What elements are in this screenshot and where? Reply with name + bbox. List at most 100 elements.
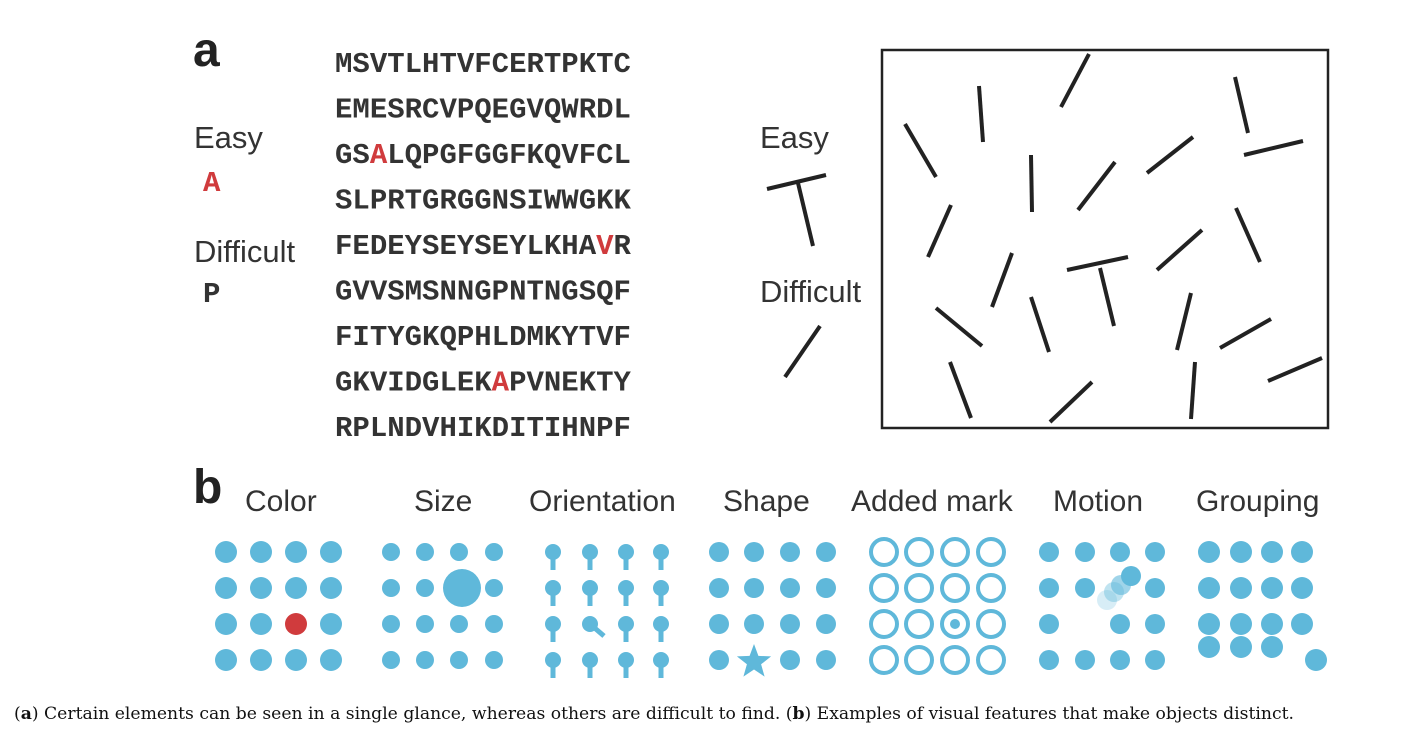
small-dot [450,615,468,633]
sequence-char: E [492,94,509,127]
sequence-char: A [579,230,597,263]
small-dot [416,651,434,669]
pin-head [582,580,598,596]
distractor-line [948,361,973,419]
sequence-char: F [579,139,596,172]
small-dot [382,615,400,633]
sequence-char: G [335,276,352,309]
sequence-char: T [544,48,561,81]
group-dot [1261,613,1283,635]
sequence-char: I [352,321,369,354]
sequence-char: E [509,48,526,81]
sequence-char: N [509,276,526,309]
feature-label-size: Size [414,485,472,518]
sequence-char: R [335,412,353,445]
blue-dot [285,649,307,671]
sequence-char: V [422,412,440,445]
motion-dot [1145,650,1165,670]
shape-dot [709,578,729,598]
sequence-char: E [457,367,474,400]
sequence-line: FITYGKQPHLDMKYTVF [335,321,631,354]
sequence-char: V [561,139,579,172]
sequence-char: L [387,139,404,172]
ring [904,573,934,603]
easy-target-char: A [203,167,221,200]
sequence-char: A [370,139,388,172]
shape-dot [780,650,800,670]
motion-dot [1110,650,1130,670]
sequence-line: RPLNDVHIKDITIHNPF [335,412,631,445]
sequence-char: P [596,412,613,445]
ring [869,609,899,639]
sequence-char: Y [405,230,423,263]
motion-dot [1110,614,1130,634]
sequence-char: G [474,185,491,218]
sequence-char: G [457,185,474,218]
sequence-char: D [405,367,422,400]
sequence-char: H [561,412,578,445]
caption-b-text: ) Examples of visual features that make … [804,704,1294,724]
shape-dot [709,614,729,634]
sequence-char: V [352,276,370,309]
sequence-char: G [509,94,526,127]
sequence-char: L [614,139,631,172]
ring [869,537,899,567]
small-dot [485,543,503,561]
sequence-char: I [387,367,404,400]
sequence-char: V [526,367,544,400]
ring [904,609,934,639]
shape-dot [744,614,764,634]
color-dot-grid [215,541,342,671]
sequence-char: C [596,139,613,172]
sequence-char: V [596,230,614,263]
distractor-line [977,85,985,143]
sequence-char: F [457,139,474,172]
sequence-char: V [439,94,457,127]
sequence-char: K [544,321,562,354]
sequence-char: L [352,185,369,218]
sequence-char: N [544,367,561,400]
sequence-char: H [474,321,491,354]
letter-sequence-grid: MSVTLHTVFCERTPKTCEMESRCVPQEGVQWRDLGSALQP… [335,48,632,445]
pin-head [545,580,561,596]
sequence-char: Y [614,367,632,400]
shape-dot [780,578,800,598]
sequence-char: N [492,185,509,218]
ring [869,645,899,675]
group-dot [1198,541,1220,563]
sequence-char: S [387,276,404,309]
group-dot [1198,636,1220,658]
pin-head [653,652,669,668]
orientation-pin-grid [545,544,669,678]
motion-dot [1039,578,1059,598]
distractor-line [903,122,938,179]
sequence-char: K [579,367,597,400]
sequence-char: Y [509,230,527,263]
separated-target-dot [1305,649,1327,671]
sequence-char: N [544,276,561,309]
sequence-char: K [422,321,440,354]
sequence-char: N [579,412,596,445]
shape-dot [816,614,836,634]
distractor-line [1233,76,1250,134]
sequence-char: R [387,185,405,218]
sequence-char: L [370,412,387,445]
small-dot [382,543,400,561]
sequence-char: F [509,139,526,172]
sequence-char: K [614,185,632,218]
shape-dot [709,650,729,670]
sequence-char: G [335,367,352,400]
small-dot [485,579,503,597]
sequence-char: M [352,94,369,127]
sequence-char: V [457,48,475,81]
sequence-char: R [405,94,423,127]
blue-dot [250,541,272,563]
motion-dot [1039,614,1059,634]
sequence-char: S [474,230,491,263]
ring [940,537,970,567]
sequence-char: N [387,412,404,445]
sequence-char: L [405,48,422,81]
sequence-line: EMESRCVPQEGVQWRDL [335,94,631,127]
group-dot [1230,541,1252,563]
sequence-char: F [614,412,631,445]
